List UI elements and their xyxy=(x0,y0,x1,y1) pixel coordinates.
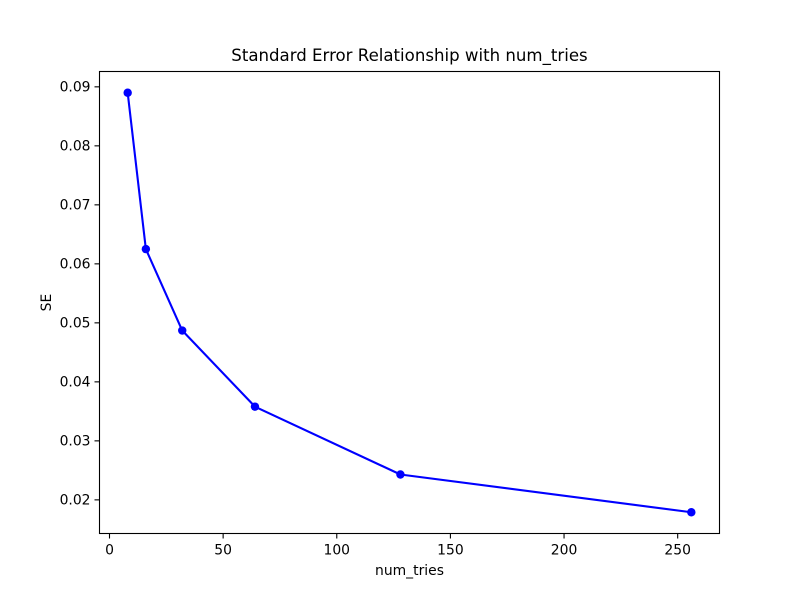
x-tick-label: 200 xyxy=(551,543,578,559)
y-tick-label: 0.02 xyxy=(60,493,91,509)
y-tick-label: 0.05 xyxy=(60,316,91,332)
data-point-marker xyxy=(123,88,132,97)
axes-background xyxy=(99,71,720,534)
y-axis-label: SE xyxy=(39,294,55,312)
chart-title: Standard Error Relationship with num_tri… xyxy=(231,46,587,66)
y-tick-label: 0.04 xyxy=(60,375,91,391)
data-point-marker xyxy=(141,244,151,254)
y-tick-label: 0.06 xyxy=(60,257,91,273)
y-tick-label: 0.03 xyxy=(60,434,91,450)
se-line-series xyxy=(126,92,692,514)
x-tick-label: 150 xyxy=(437,543,464,559)
x-tick-label: 100 xyxy=(324,543,351,559)
data-point-marker xyxy=(250,402,260,411)
plot-area: 0 50 100 150 200 250 0.02 0.03 0.04 0.05 0.06 0.07 0… xyxy=(60,70,721,559)
y-tick-label: 0.09 xyxy=(60,80,91,96)
y-tick-label: 0.07 xyxy=(60,198,91,214)
x-tick-label: 0 xyxy=(105,543,114,559)
x-axis-label: num_tries xyxy=(375,563,444,579)
x-tick-label: 250 xyxy=(664,543,691,559)
data-point-marker xyxy=(178,326,187,335)
data-point-marker xyxy=(687,508,696,517)
y-tick-label: 0.08 xyxy=(60,139,91,155)
x-tick-label: 50 xyxy=(214,543,232,559)
data-point-marker xyxy=(396,470,405,479)
axes-spines xyxy=(98,70,721,535)
